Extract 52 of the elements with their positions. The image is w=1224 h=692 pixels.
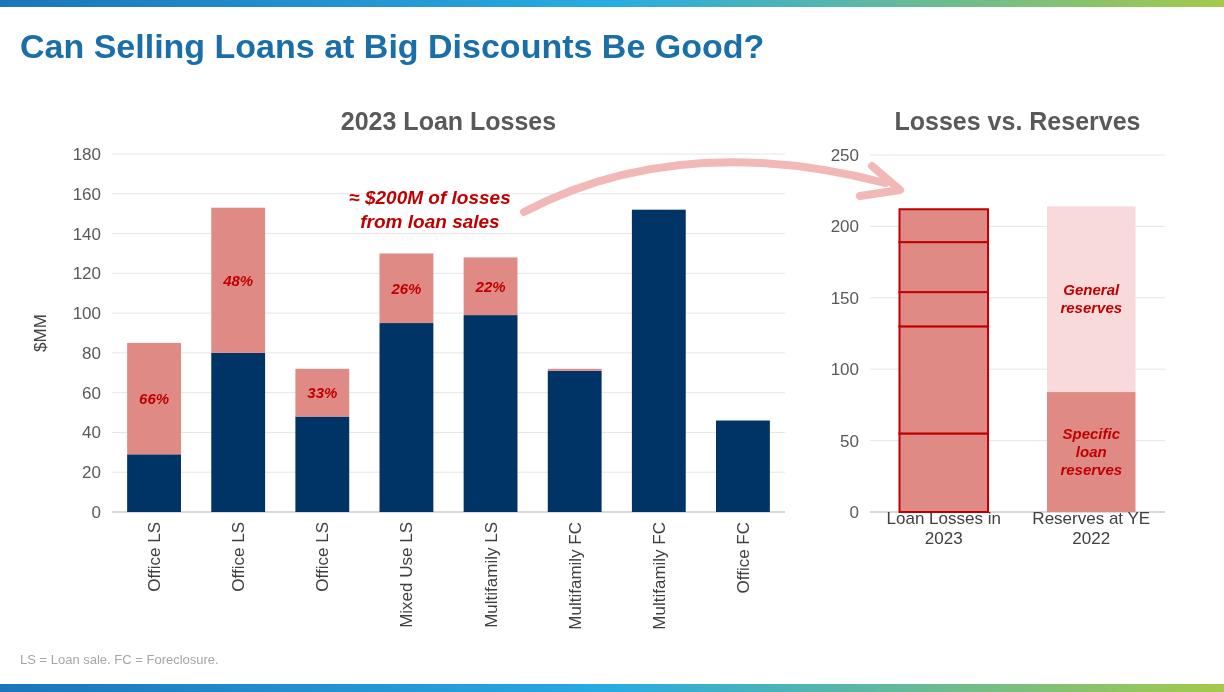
y-tick-label: 40 (82, 423, 101, 443)
bar (547, 370, 602, 512)
y-tick-label: 200 (830, 217, 859, 237)
y-tick-label: 0 (849, 502, 859, 522)
annotation: ≈ $200M of losses from loan sales (349, 187, 511, 232)
y-tick-label: 60 (82, 383, 101, 403)
bar (463, 315, 518, 512)
x-tick-label: Multifamily FC (649, 522, 669, 630)
bar (379, 253, 434, 324)
x-tick-label: Reserves at YE 2022 (1032, 509, 1151, 548)
y-tick-label: 160 (72, 184, 101, 204)
y-tick-label: 150 (830, 288, 859, 308)
annotation: 22% (474, 277, 506, 295)
chart-title: Losses vs. Reserves (894, 107, 1141, 135)
y-tick-label: 50 (840, 431, 859, 451)
bar (295, 416, 350, 512)
bar (211, 352, 266, 512)
x-tick-label: Office LS (229, 522, 249, 592)
text: LS = Loan sale. FC = Foreclosure. (20, 652, 219, 667)
y-tick-label: 80 (82, 343, 101, 363)
annotation: 48% (222, 271, 254, 289)
x-tick-label: Mixed Use LS (397, 522, 417, 628)
y-axis-title: $MM (31, 314, 50, 352)
y-tick-label: 20 (82, 463, 101, 483)
bar (631, 209, 686, 512)
x-tick-label: Office LS (145, 522, 165, 592)
series-label: General reserves (1060, 281, 1123, 317)
y-tick-label: 140 (72, 224, 101, 244)
bar (295, 368, 350, 417)
bar (716, 420, 770, 512)
x-tick-label: Multifamily LS (481, 522, 501, 628)
y-tick-label: 120 (72, 264, 101, 284)
x-tick-label: Office FC (733, 522, 753, 594)
bar (463, 257, 518, 316)
bar (211, 207, 266, 353)
chart-subtitle: 2023 Loan Losses (340, 107, 557, 135)
x-tick-label: Multifamily FC (565, 522, 585, 630)
annotation: 66% (139, 389, 170, 407)
y-tick-label: 100 (72, 304, 101, 324)
y-tick-label: 100 (830, 360, 859, 380)
y-tick-label: 180 (72, 144, 101, 164)
bar (127, 454, 181, 512)
y-tick-label: 0 (91, 502, 101, 522)
annotation: 26% (390, 279, 422, 297)
bar (379, 323, 434, 512)
x-tick-label: Loan Losses in 2023 (886, 509, 1001, 548)
series-label: Specific loan reserves (1060, 425, 1123, 479)
y-tick-label: 250 (830, 145, 859, 165)
bar (127, 342, 181, 455)
x-tick-label: Office LS (313, 522, 333, 592)
chart-title: Can Selling Loans at Big Discounts Be Good? (20, 27, 765, 65)
annotation: 33% (307, 383, 338, 401)
